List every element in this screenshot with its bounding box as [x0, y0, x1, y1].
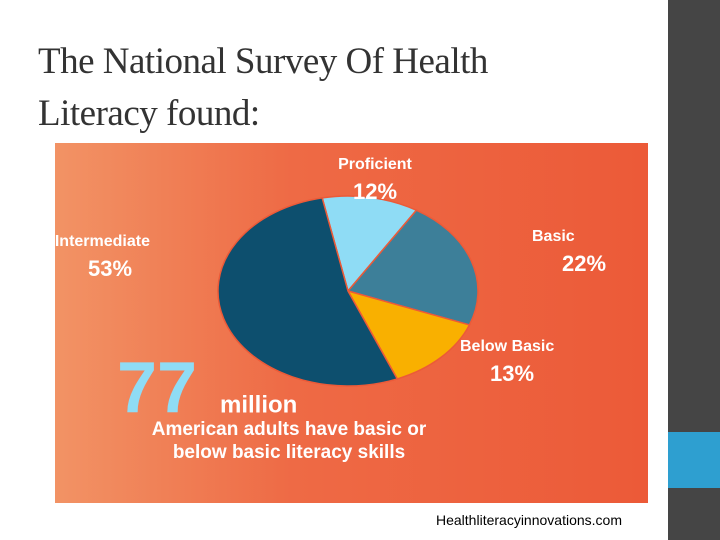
- pie-slice: [217, 197, 399, 387]
- big-number-unit: million: [220, 391, 297, 418]
- pie: [217, 195, 479, 387]
- slice-value: 13%: [490, 361, 534, 386]
- slice-value: 12%: [353, 179, 397, 204]
- annotation: below basic literacy skills: [173, 442, 405, 463]
- slice-label: Basic: [532, 228, 575, 245]
- big-number: 77: [117, 348, 197, 428]
- slice-value: 22%: [562, 251, 606, 276]
- pie-slice: [346, 209, 479, 326]
- slice-label: Below Basic: [460, 338, 554, 355]
- infographic: 77 million American adults have basic or…: [55, 143, 648, 503]
- pie-slice: [346, 289, 471, 380]
- slice-value: 53%: [88, 256, 132, 281]
- pie-slice: [321, 195, 418, 293]
- annotation: American adults have basic or: [152, 419, 427, 440]
- footer: Healthliteracyinnovations.com: [436, 512, 622, 528]
- slice-label: Intermediate: [55, 233, 150, 250]
- slice-label: Proficient: [338, 156, 412, 173]
- side-accent: [668, 432, 720, 488]
- slide-title: The National Survey Of Health Literacy f…: [38, 41, 488, 134]
